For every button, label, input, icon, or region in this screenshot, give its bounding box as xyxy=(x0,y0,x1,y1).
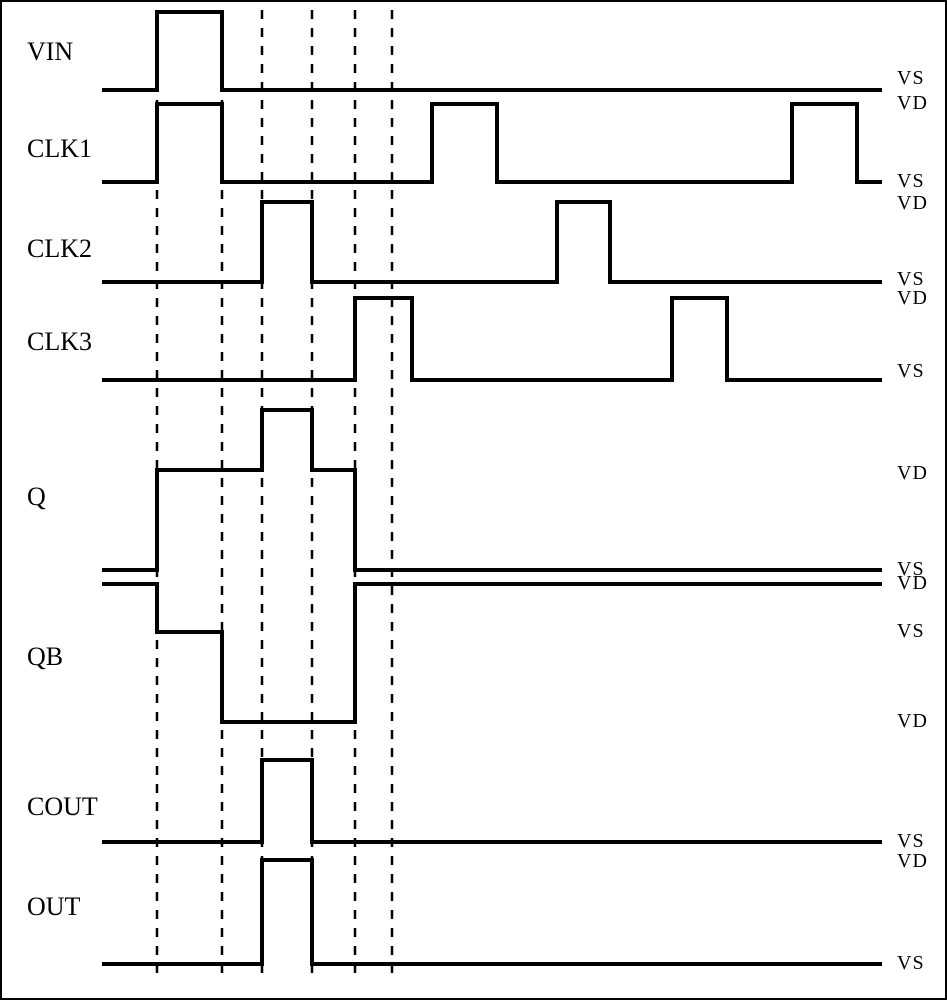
waveform-clk2 xyxy=(102,202,882,282)
waveform-out xyxy=(102,860,882,964)
signal-label-vin: VIN xyxy=(27,37,73,67)
waveform-clk1 xyxy=(102,104,882,182)
timing-diagram-svg xyxy=(2,2,947,1002)
signal-label-out: OUT xyxy=(27,892,80,922)
waveform-cout xyxy=(102,760,882,842)
level-label: VS xyxy=(897,67,925,90)
signal-label-clk2: CLK2 xyxy=(27,234,92,264)
level-label: VS xyxy=(897,170,925,193)
level-label: VS xyxy=(897,360,925,383)
level-label: VD xyxy=(897,850,928,873)
waveform-q xyxy=(102,410,882,570)
signal-label-clk1: CLK1 xyxy=(27,134,92,164)
signal-label-cout: COUT xyxy=(27,792,98,822)
signal-label-q: Q xyxy=(27,482,46,512)
waveform-clk3 xyxy=(102,298,882,380)
level-label: VD xyxy=(897,572,928,595)
level-label: VS xyxy=(897,620,925,643)
waveform-vin xyxy=(102,12,882,90)
level-label: VD xyxy=(897,92,928,115)
signal-label-qb: QB xyxy=(27,642,63,672)
signal-label-clk3: CLK3 xyxy=(27,327,92,357)
level-label: VD xyxy=(897,192,928,215)
level-label: VS xyxy=(897,952,925,975)
waveform-qb xyxy=(102,584,882,722)
level-label: VD xyxy=(897,710,928,733)
level-label: VD xyxy=(897,462,928,485)
level-label: VD xyxy=(897,287,928,310)
